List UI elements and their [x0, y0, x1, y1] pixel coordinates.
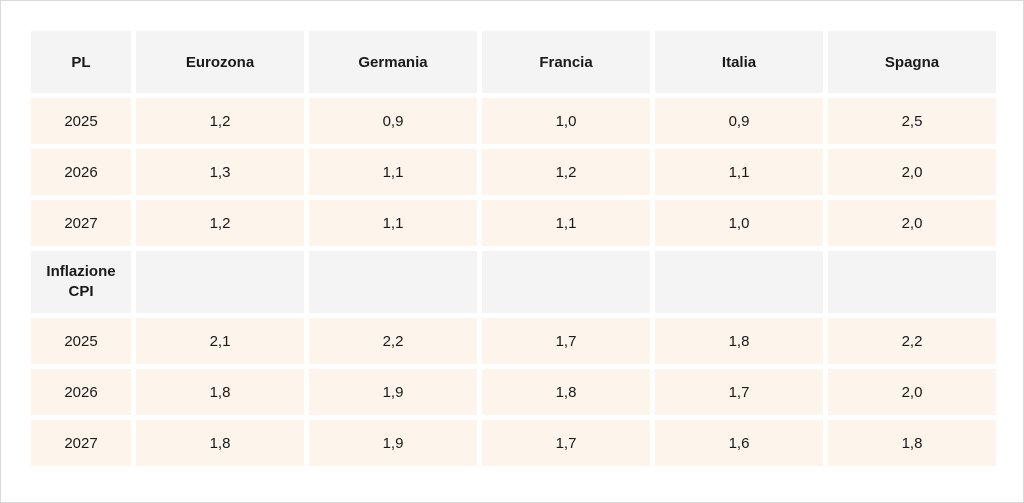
empty-cell	[309, 251, 477, 313]
table-cell: 2,0	[828, 200, 996, 246]
table-header-row: PL Eurozona Germania Francia Italia Spag…	[31, 31, 996, 93]
row-year: 2027	[31, 200, 131, 246]
table-cell: 1,3	[136, 149, 304, 195]
empty-cell	[655, 251, 823, 313]
row-year: 2026	[31, 149, 131, 195]
table-row: 2026 1,8 1,9 1,8 1,7 2,0	[31, 369, 996, 415]
forecast-table: PL Eurozona Germania Francia Italia Spag…	[26, 26, 1001, 471]
empty-cell	[482, 251, 650, 313]
table-cell: 2,2	[309, 318, 477, 364]
table-row: 2027 1,2 1,1 1,1 1,0 2,0	[31, 200, 996, 246]
section-label: Inflazione CPI	[31, 251, 131, 313]
table-cell: 1,9	[309, 369, 477, 415]
empty-cell	[136, 251, 304, 313]
table-cell: 0,9	[309, 98, 477, 144]
table-row: 2025 2,1 2,2 1,7 1,8 2,2	[31, 318, 996, 364]
section-label-line1: Inflazione	[46, 263, 116, 280]
table-cell: 1,8	[655, 318, 823, 364]
section-label-line2: CPI	[68, 283, 94, 300]
table-cell: 1,1	[655, 149, 823, 195]
table-row: 2027 1,8 1,9 1,7 1,6 1,8	[31, 420, 996, 466]
row-year: 2025	[31, 98, 131, 144]
table-cell: 1,2	[136, 98, 304, 144]
table-cell: 1,1	[309, 149, 477, 195]
table-cell: 1,2	[482, 149, 650, 195]
table-cell: 1,7	[655, 369, 823, 415]
header-cell-eurozona: Eurozona	[136, 31, 304, 93]
table-cell: 1,7	[482, 420, 650, 466]
table-cell: 1,8	[482, 369, 650, 415]
table-row: 2026 1,3 1,1 1,2 1,1 2,0	[31, 149, 996, 195]
table-cell: 2,1	[136, 318, 304, 364]
table-cell: 1,8	[136, 369, 304, 415]
table-cell: 1,9	[309, 420, 477, 466]
row-year: 2027	[31, 420, 131, 466]
row-year: 2026	[31, 369, 131, 415]
table-cell: 1,8	[828, 420, 996, 466]
table-cell: 2,0	[828, 149, 996, 195]
table-cell: 1,2	[136, 200, 304, 246]
table-cell: 1,0	[482, 98, 650, 144]
header-cell-germania: Germania	[309, 31, 477, 93]
table-cell: 1,1	[309, 200, 477, 246]
table-cell: 1,0	[655, 200, 823, 246]
header-cell-italia: Italia	[655, 31, 823, 93]
table-cell: 1,6	[655, 420, 823, 466]
header-cell-pl: PL	[31, 31, 131, 93]
table-cell: 2,0	[828, 369, 996, 415]
table-cell: 1,8	[136, 420, 304, 466]
table-cell: 1,1	[482, 200, 650, 246]
header-cell-spagna: Spagna	[828, 31, 996, 93]
section-header-row: Inflazione CPI	[31, 251, 996, 313]
table-cell: 2,2	[828, 318, 996, 364]
table-row: 2025 1,2 0,9 1,0 0,9 2,5	[31, 98, 996, 144]
empty-cell	[828, 251, 996, 313]
row-year: 2025	[31, 318, 131, 364]
table-cell: 2,5	[828, 98, 996, 144]
header-cell-francia: Francia	[482, 31, 650, 93]
table-cell: 0,9	[655, 98, 823, 144]
table-cell: 1,7	[482, 318, 650, 364]
